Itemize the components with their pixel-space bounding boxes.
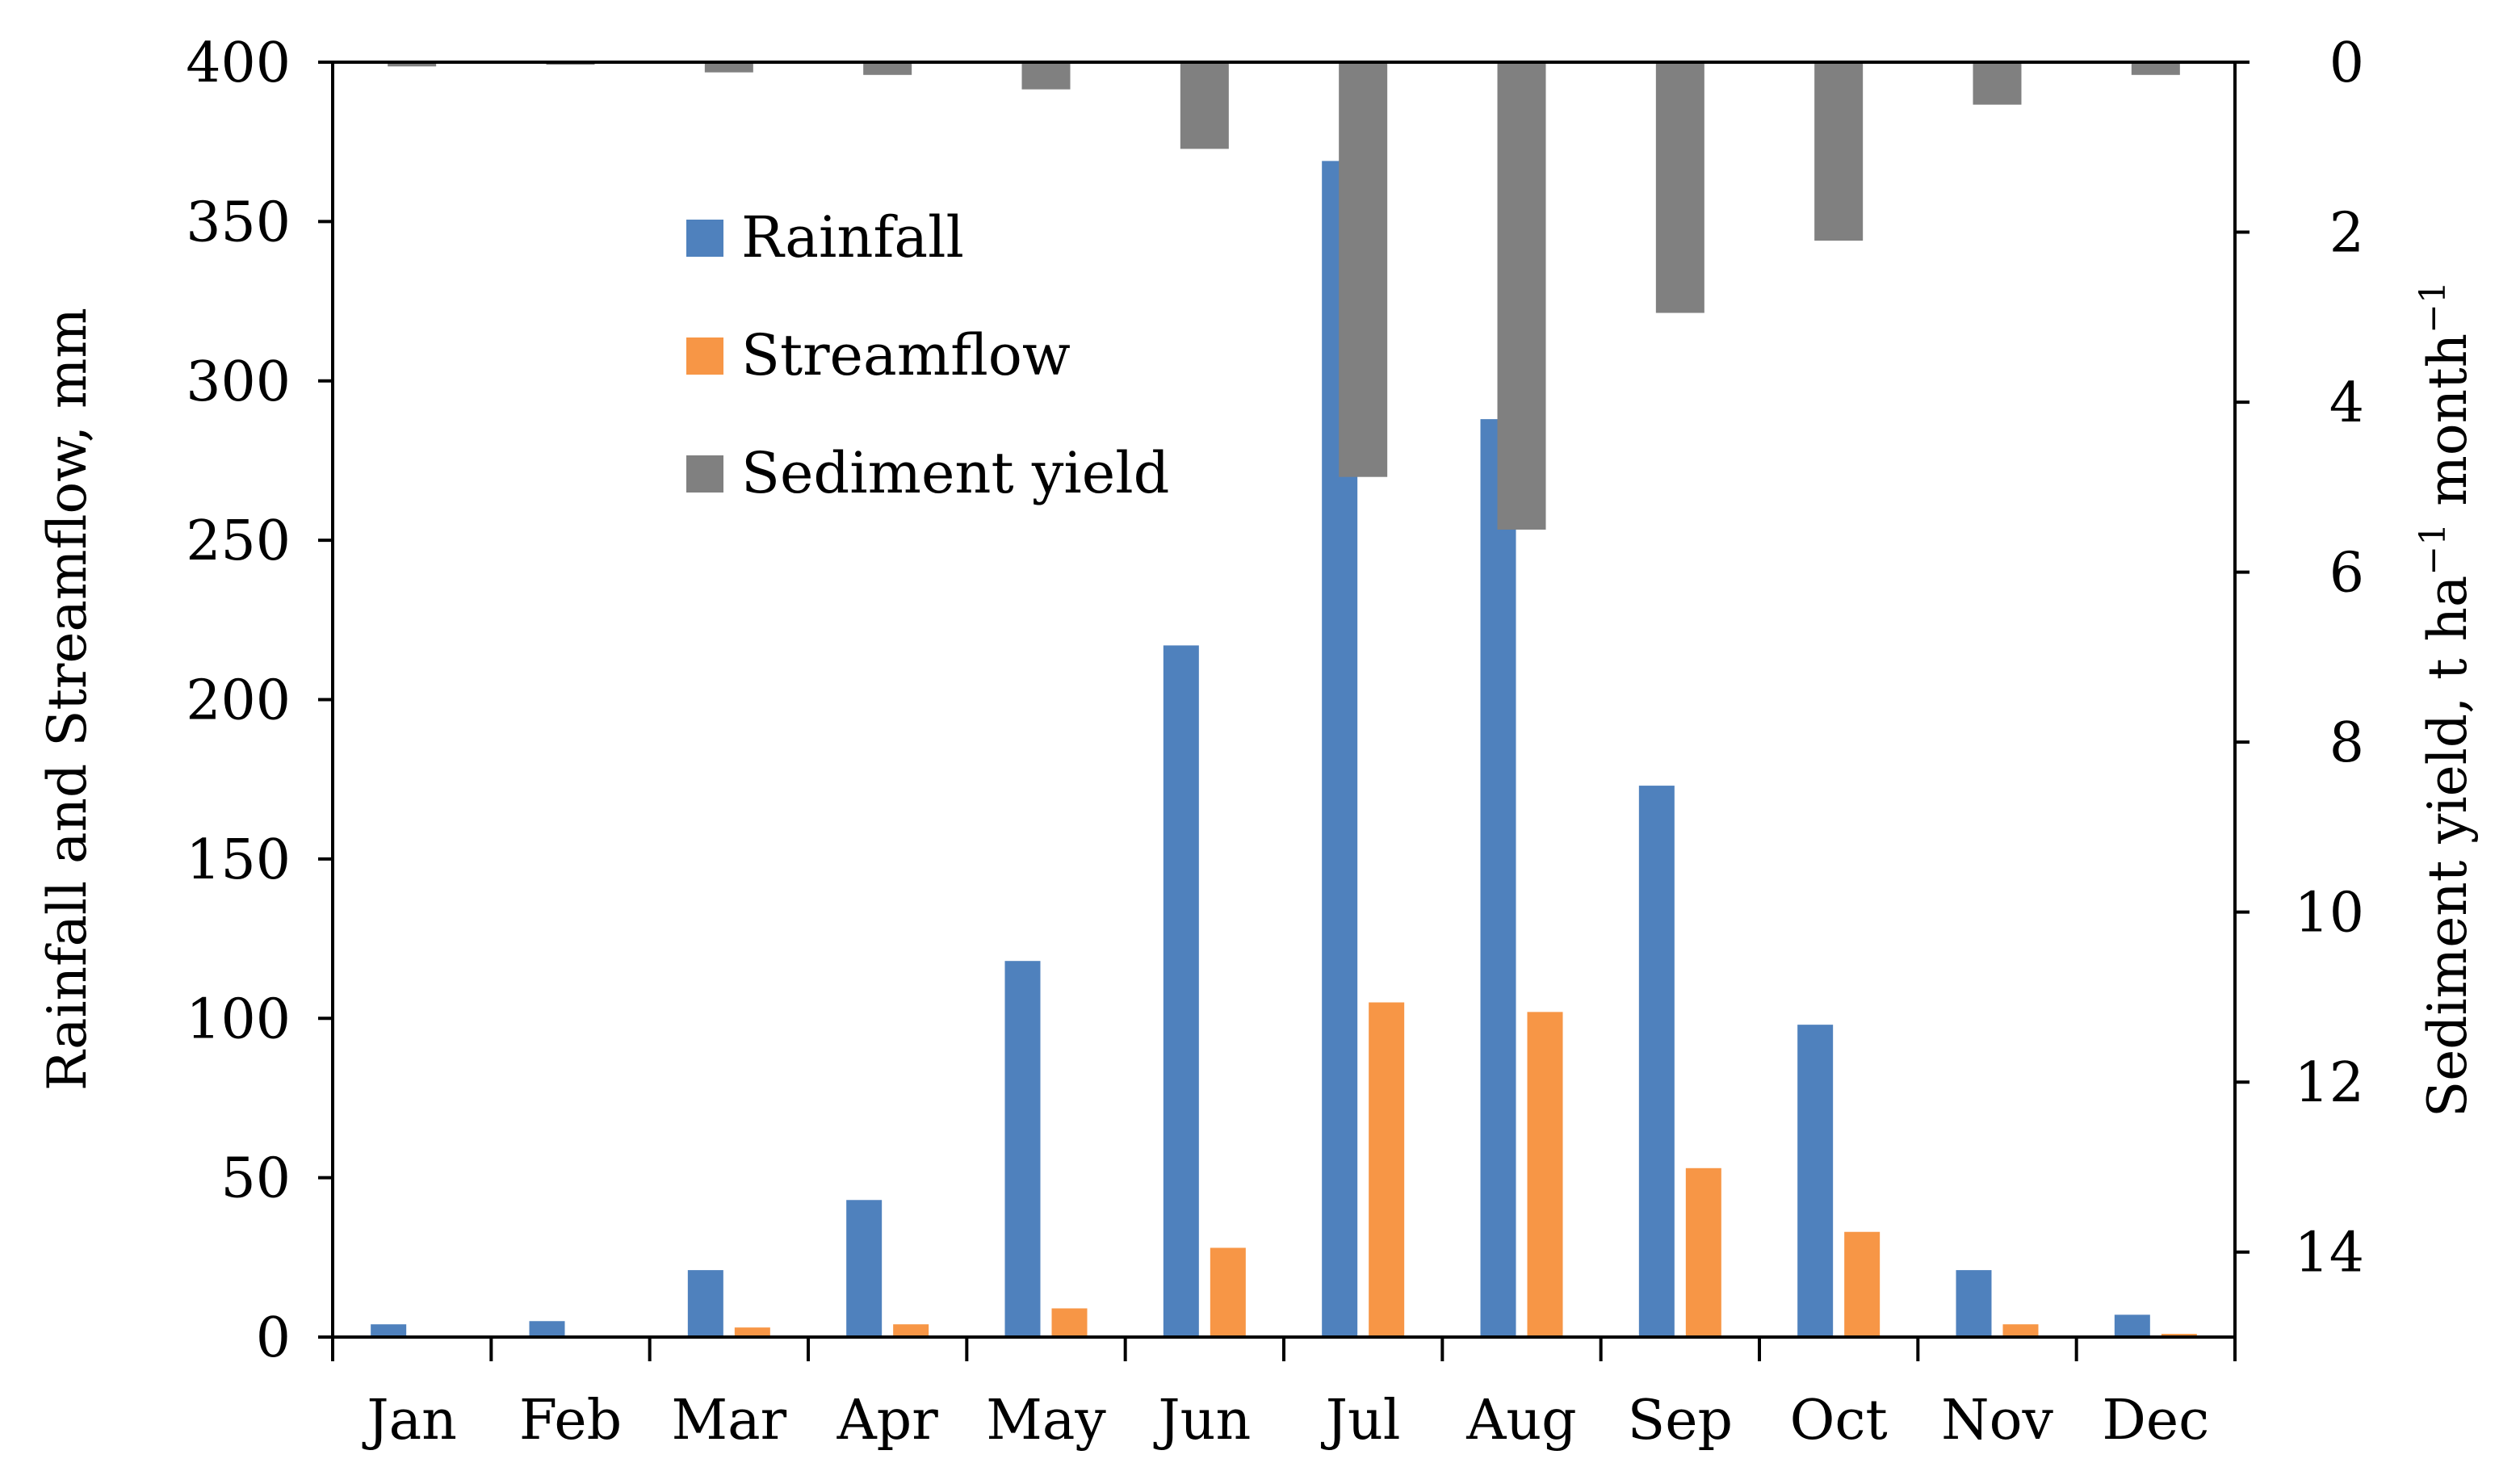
- bar-sediment-yield-aug: [1497, 62, 1546, 530]
- bar-sediment-yield-jul: [1339, 62, 1388, 477]
- x-tick-label-nov: Nov: [1941, 1389, 2053, 1453]
- bar-sediment-yield-sep: [1655, 62, 1704, 313]
- right-tick-label-4: 4: [2329, 371, 2364, 435]
- right-tick-label-0: 0: [2329, 31, 2364, 95]
- bar-sediment-yield-jun: [1180, 62, 1229, 149]
- left-tick-label-150: 150: [186, 828, 291, 892]
- legend-label-sediment-yield: Sediment yield: [741, 440, 1169, 506]
- bar-rainfall-apr: [846, 1200, 883, 1337]
- left-tick-label-0: 0: [256, 1306, 291, 1370]
- bar-streamflow-jul: [1369, 1002, 1405, 1337]
- right-tick-label-10: 10: [2294, 882, 2364, 945]
- bar-streamflow-aug: [1527, 1012, 1563, 1337]
- right-tick-label-2: 2: [2329, 202, 2364, 266]
- x-tick-label-jul: Jul: [1321, 1389, 1401, 1453]
- bar-rainfall-oct: [1797, 1025, 1834, 1337]
- bar-rainfall-may: [1004, 961, 1041, 1337]
- bar-streamflow-jun: [1210, 1247, 1246, 1337]
- bar-streamflow-sep: [1685, 1167, 1721, 1337]
- right-tick-label-6: 6: [2329, 542, 2364, 606]
- x-tick-label-apr: Apr: [836, 1389, 939, 1453]
- legend: Rainfall Streamflow Sediment yield: [686, 204, 1169, 506]
- bar-rainfall-jan: [371, 1324, 407, 1337]
- bar-sediment-yield-may: [1021, 62, 1071, 90]
- legend-swatch-rainfall: [686, 220, 723, 257]
- left-tick-label-250: 250: [186, 509, 291, 573]
- bar-rainfall-sep: [1638, 786, 1675, 1337]
- bar-sediment-yield-nov: [1973, 62, 2022, 105]
- legend-label-rainfall: Rainfall: [741, 204, 964, 270]
- bar-rainfall-feb: [529, 1321, 565, 1337]
- legend-swatch-sediment-yield: [686, 455, 723, 493]
- ticks-layer: 0 50 100 150 200 250 300 350 400 0 2 4 6 8 10 12 14 Jan Fe…: [186, 31, 2364, 1453]
- right-tick-label-12: 12: [2294, 1051, 2364, 1115]
- legend-swatch-streamflow: [686, 337, 723, 375]
- legend-label-streamflow: Streamflow: [741, 322, 1071, 388]
- left-axis-title: Rainfall and Streamflow, mm: [36, 308, 99, 1091]
- x-tick-label-jun: Jun: [1153, 1389, 1251, 1453]
- bar-sediment-yield-oct: [1814, 62, 1864, 241]
- bar-sediment-yield-apr: [863, 62, 912, 75]
- left-tick-label-50: 50: [220, 1147, 291, 1211]
- bar-streamflow-mar: [734, 1327, 770, 1337]
- x-tick-label-aug: Aug: [1465, 1389, 1576, 1453]
- x-tick-label-feb: Feb: [519, 1389, 622, 1453]
- bar-rainfall-mar: [687, 1270, 723, 1337]
- left-tick-label-200: 200: [186, 669, 291, 733]
- bar-streamflow-nov: [2002, 1324, 2039, 1337]
- bar-streamflow-apr: [893, 1324, 929, 1337]
- right-axis-title-unit: month: [2417, 333, 2479, 523]
- bar-sediment-yield-dec: [2131, 62, 2180, 75]
- bar-streamflow-oct: [1844, 1231, 1881, 1337]
- bar-sediment-yield-jan: [388, 62, 437, 67]
- bar-rainfall-dec: [2114, 1314, 2150, 1337]
- bar-rainfall-aug: [1480, 419, 1516, 1337]
- x-tick-label-may: May: [986, 1389, 1106, 1453]
- axes-layer: [331, 61, 2237, 1339]
- right-axis-title-main: Sediment yield, t ha: [2417, 576, 2479, 1117]
- x-tick-label-dec: Dec: [2102, 1389, 2209, 1453]
- right-axis-title-exp1: −1: [2413, 523, 2454, 576]
- right-axis-title-exp2: −1: [2413, 281, 2454, 333]
- bars-layer: [371, 62, 2197, 1337]
- x-tick-label-jan: Jan: [362, 1389, 457, 1453]
- left-tick-label-400: 400: [186, 31, 291, 95]
- bar-rainfall-nov: [1956, 1270, 1992, 1337]
- left-tick-label-100: 100: [186, 987, 291, 1051]
- left-tick-label-350: 350: [186, 191, 291, 254]
- x-tick-label-sep: Sep: [1628, 1389, 1733, 1453]
- bar-streamflow-may: [1051, 1308, 1088, 1337]
- x-tick-label-oct: Oct: [1790, 1389, 1888, 1453]
- right-tick-label-8: 8: [2329, 711, 2364, 775]
- bar-sediment-yield-mar: [704, 62, 753, 73]
- x-tick-label-mar: Mar: [671, 1389, 786, 1453]
- bar-rainfall-jun: [1163, 645, 1199, 1337]
- left-tick-label-300: 300: [186, 350, 291, 414]
- right-axis-title: Sediment yield, t ha−1 month−1: [2413, 281, 2479, 1117]
- right-tick-label-14: 14: [2294, 1222, 2364, 1285]
